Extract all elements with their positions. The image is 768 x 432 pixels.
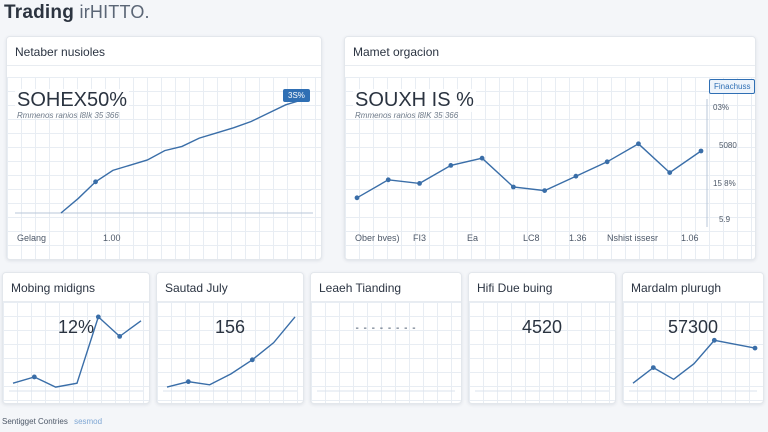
mini-card-value: 4520 (521, 317, 563, 337)
data-point[interactable] (542, 188, 548, 194)
footer-item: Ober bves) (355, 233, 400, 243)
chart-grid (157, 302, 303, 403)
mini-card-title: Mardalm plurugh (631, 281, 722, 295)
mini-card-hifi[interactable]: Hifi Due buing 4520 (468, 272, 616, 404)
mini-card-header: Mardalm plurugh (623, 273, 763, 302)
data-point[interactable] (604, 159, 610, 165)
panel-subtitle: Rmmenos ranios l8IK 35 366 (355, 111, 459, 120)
right-chart-panel[interactable]: Mamet orgacion SOUXH IS % Rmmenos ranios… (344, 36, 756, 260)
panel-value: SOUXH IS % (353, 89, 476, 112)
y-axis-label: 5080 (719, 141, 737, 150)
footer-item: 1.06 (681, 233, 699, 243)
footer-item: FI3 (413, 233, 427, 243)
panel-title: Netaber nusioles (15, 45, 106, 59)
mini-card-header: Mobing midigns (3, 273, 149, 302)
series-line (632, 339, 756, 384)
mini-line-chart (475, 390, 609, 392)
y-axis-label: 5.9 (719, 215, 731, 224)
data-point[interactable] (711, 337, 717, 343)
page-footer: Sentigget Contries sesmod (2, 417, 102, 426)
footer-item: LC8 (523, 233, 540, 243)
mini-line-chart (163, 316, 297, 392)
data-point[interactable] (636, 141, 641, 147)
data-point[interactable] (667, 170, 673, 176)
mini-card-title: Hifi Due buing (477, 281, 553, 295)
data-point[interactable] (448, 163, 454, 168)
data-point[interactable] (31, 374, 37, 380)
footer-link[interactable]: sesmod (74, 417, 103, 426)
chart-grid (623, 302, 763, 403)
mini-line-chart (9, 314, 143, 392)
mini-card-title: Leaeh Tianding (319, 281, 402, 295)
mini-card-sautad[interactable]: Sautad July 156 (156, 272, 304, 404)
footer-item: 1.36 (569, 233, 587, 243)
data-point[interactable] (185, 379, 191, 385)
data-point[interactable] (650, 365, 656, 370)
mini-card-mardalm[interactable]: Mardalm plurugh 57300 (622, 272, 764, 404)
data-point[interactable] (385, 177, 391, 183)
change-badge[interactable]: 3S% (283, 89, 310, 102)
mini-card-leaeh[interactable]: Leaeh Tianding - - - - - - - - (310, 272, 462, 404)
footer-label: Sentigget Contries (2, 417, 68, 426)
footer-right-label: 1.00 (103, 233, 121, 243)
data-point[interactable] (573, 173, 579, 179)
series-line (60, 98, 304, 214)
data-point[interactable] (698, 148, 704, 154)
mini-line-chart (629, 337, 758, 392)
mini-card-value: 156 (214, 317, 246, 337)
mini-card-title: Sautad July (165, 281, 228, 295)
data-point[interactable] (249, 357, 255, 363)
data-point[interactable] (752, 345, 758, 351)
panel-subtitle: Rmmenos ranios l8Ik 35 366 (17, 111, 119, 120)
footer-left-label: Gelang (17, 233, 47, 243)
data-point[interactable] (117, 334, 123, 339)
data-point[interactable] (479, 155, 485, 161)
mini-card-header: Hifi Due buing (469, 273, 615, 302)
data-point[interactable] (95, 314, 101, 320)
data-point[interactable] (417, 181, 422, 186)
y-axis-label: 03% (713, 103, 730, 112)
mini-card-title: Mobing midigns (11, 281, 96, 295)
panel-title: Mamet orgacion (353, 45, 440, 59)
left-line-chart (15, 98, 313, 214)
app-title: Trading irHITTO. (4, 2, 150, 24)
panel-value: SOHEX50% (15, 89, 130, 112)
mini-card-value: 12% (57, 317, 95, 337)
right-line-chart (354, 99, 708, 227)
footer-item: Nshist issesr (607, 233, 659, 243)
y-axis-label: 15 8% (713, 179, 736, 188)
mini-card-value: - - - - - - - - (355, 323, 417, 334)
mini-card-mobing[interactable]: Mobing midigns 12% (2, 272, 150, 404)
mini-line-chart (317, 390, 455, 392)
mini-card-header: Sautad July (157, 273, 303, 302)
filter-badge[interactable]: Finachuss (709, 79, 755, 94)
app-brand: irHITTO. (79, 2, 150, 22)
panel-header: Netaber nusioles (7, 37, 321, 66)
data-point[interactable] (354, 195, 360, 201)
chart-grid (469, 302, 615, 403)
data-point[interactable] (93, 179, 98, 185)
data-point[interactable] (510, 184, 516, 190)
mini-card-header: Leaeh Tianding (311, 273, 461, 302)
mini-card-value: 57300 (667, 317, 719, 337)
chart-grid (3, 302, 149, 403)
footer-item: Ea (467, 233, 479, 243)
left-chart-panel[interactable]: Netaber nusioles SOHEX50% Rmmenos ranios… (6, 36, 322, 260)
chart-grid (311, 302, 461, 403)
app-title-text: Trading (4, 2, 75, 23)
series-line (356, 142, 702, 199)
panel-header: Mamet orgacion (345, 37, 755, 66)
